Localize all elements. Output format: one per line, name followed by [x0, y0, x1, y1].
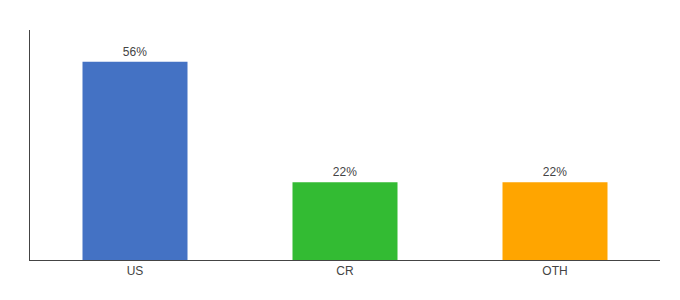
svg-text:OTH: OTH [542, 264, 567, 278]
svg-text:CR: CR [336, 264, 354, 278]
svg-text:22%: 22% [543, 165, 567, 179]
svg-text:US: US [127, 264, 144, 278]
svg-text:56%: 56% [123, 45, 147, 59]
svg-text:22%: 22% [333, 165, 357, 179]
